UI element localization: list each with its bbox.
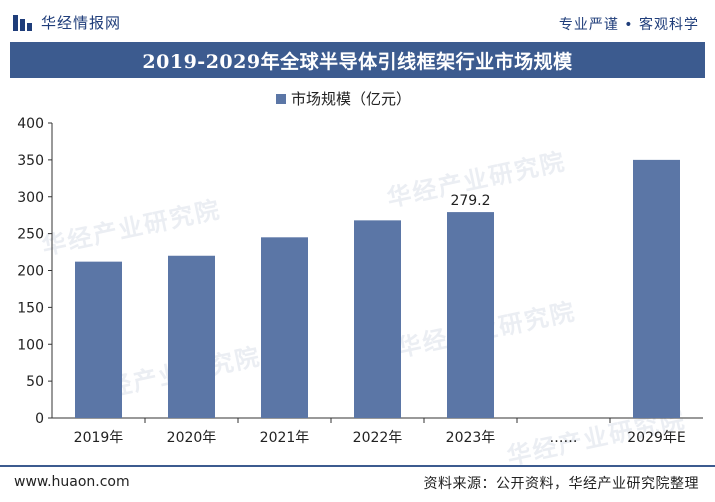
bar bbox=[447, 212, 494, 418]
legend-swatch bbox=[276, 93, 286, 104]
x-tick-label: 2019年 bbox=[74, 430, 124, 446]
y-tick-label: 0 bbox=[35, 411, 44, 427]
x-tick-label: 2021年 bbox=[260, 430, 310, 446]
bar bbox=[354, 220, 401, 418]
y-tick-label: 150 bbox=[17, 300, 44, 316]
source-note: 资料来源：公开资料，华经产业研究院整理 bbox=[423, 476, 699, 492]
logo-text: 华经情报网 bbox=[41, 14, 122, 32]
slogan: 专业严谨 • 客观科学 bbox=[558, 17, 699, 33]
site-url[interactable]: www.huaon.com bbox=[14, 474, 130, 490]
x-tick-label: 2023年 bbox=[446, 430, 496, 446]
logo-icon bbox=[13, 14, 32, 31]
logo: 华经情报网 bbox=[12, 12, 121, 33]
x-tick-label: …… bbox=[550, 430, 578, 446]
x-tick-label: 2020年 bbox=[167, 430, 217, 446]
bar bbox=[633, 159, 680, 418]
y-tick-label: 400 bbox=[17, 116, 44, 132]
legend-label: 市场规模（亿元） bbox=[291, 90, 412, 108]
title-bar: 2019-2029年全球半导体引线框架行业市场规模 bbox=[10, 42, 705, 78]
x-tick-label: 2022年 bbox=[353, 430, 403, 446]
bar-chart: 0 50 100 150 200 250 300 350 400 2019年 2020年 2021年 2… bbox=[17, 116, 703, 446]
x-tick-label: 2029年E bbox=[627, 430, 685, 446]
chart-title: 2019-2029年全球半导体引线框架行业市场规模 bbox=[142, 50, 573, 73]
y-tick-label: 250 bbox=[17, 227, 44, 243]
y-tick-label: 200 bbox=[17, 264, 44, 280]
top-bar: 华经情报网 专业严谨 • 客观科学 bbox=[0, 0, 715, 42]
legend: 市场规模（亿元） bbox=[276, 88, 411, 109]
bar bbox=[261, 237, 308, 418]
y-tick-label: 50 bbox=[26, 374, 44, 390]
y-tick-label: 350 bbox=[17, 153, 44, 169]
footer: www.huaon.com 资料来源：公开资料，华经产业研究院整理 bbox=[0, 465, 715, 502]
data-label: 279.2 bbox=[450, 193, 490, 209]
bar bbox=[168, 255, 215, 418]
y-tick-label: 100 bbox=[17, 337, 44, 353]
bar bbox=[75, 261, 122, 418]
y-tick-label: 300 bbox=[17, 190, 44, 206]
